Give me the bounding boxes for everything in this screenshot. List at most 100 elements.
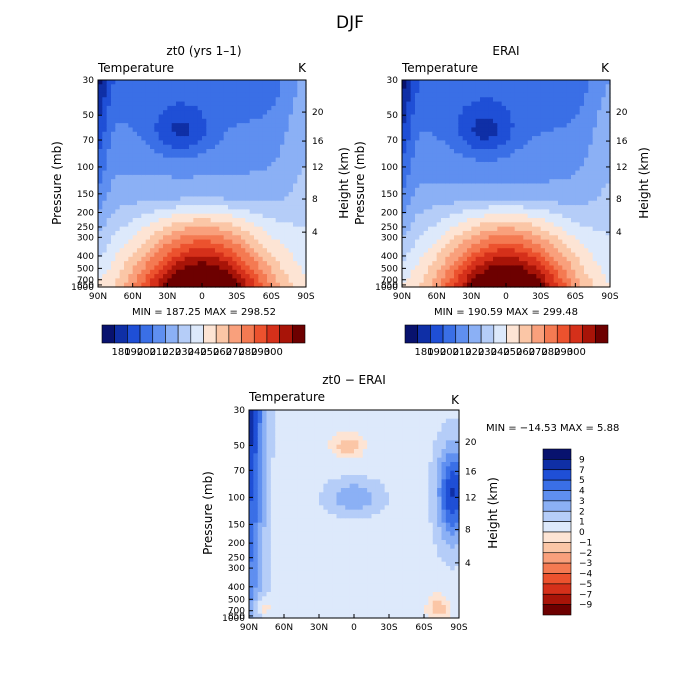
contour-cell — [484, 101, 490, 107]
contour-cell — [150, 101, 155, 107]
contour-cell — [532, 80, 537, 85]
contour-cell — [271, 213, 277, 219]
contour-cell — [514, 265, 520, 271]
contour-cell — [562, 140, 568, 146]
contour-cell — [536, 136, 542, 141]
contour-cell — [458, 118, 464, 124]
contour-cell — [254, 84, 259, 90]
contour-cell — [171, 144, 177, 150]
contour-cell — [402, 161, 407, 167]
contour-cell — [163, 265, 168, 271]
contour-cell — [102, 114, 108, 120]
contour-cell — [254, 127, 259, 133]
contour-cell — [471, 239, 477, 245]
contour-cell — [119, 136, 125, 141]
contour-cell — [575, 114, 581, 120]
contour-cell — [197, 243, 203, 249]
contour-cell — [193, 239, 199, 245]
contour-cell — [493, 183, 498, 189]
contour-cell — [488, 110, 494, 116]
contour-cell — [284, 131, 290, 137]
contour-cell — [154, 243, 160, 249]
contour-cell — [588, 80, 594, 85]
contour-cell — [102, 110, 108, 116]
contour-cell — [553, 222, 559, 228]
contour-cell — [493, 84, 498, 90]
contour-cell — [145, 97, 151, 103]
contour-cell — [597, 157, 602, 163]
contour-cell — [462, 256, 468, 262]
contour-cell — [124, 157, 129, 163]
contour-cell — [193, 123, 199, 129]
contour-cell — [454, 105, 459, 111]
contour-cell — [436, 170, 442, 176]
contour-cell — [493, 261, 498, 267]
contour-cell — [189, 226, 194, 232]
contour-cell — [171, 88, 177, 94]
contour-cell — [215, 282, 220, 288]
contour-cell — [197, 174, 203, 180]
contour-cell — [462, 161, 468, 167]
contour-cell — [488, 213, 494, 219]
contour-cell — [449, 248, 455, 254]
contour-cell — [432, 282, 438, 288]
contour-cell — [449, 166, 455, 172]
contour-cell — [510, 213, 516, 219]
contour-cell — [180, 252, 186, 258]
contour-cell — [510, 239, 516, 245]
y-tick-label: 850 — [381, 281, 398, 291]
contour-cell — [206, 88, 212, 94]
contour-cell — [267, 161, 272, 167]
contour-cell — [510, 235, 516, 241]
contour-cell — [257, 548, 263, 554]
contour-cell — [301, 140, 307, 146]
contour-cell — [215, 209, 220, 215]
contour-cell — [510, 118, 516, 124]
contour-cell — [249, 282, 255, 288]
contour-cell — [241, 239, 246, 245]
contour-cell — [167, 213, 173, 219]
contour-cell — [575, 265, 581, 271]
contour-cell — [432, 166, 438, 172]
contour-cell — [223, 278, 229, 284]
contour-cell — [527, 218, 533, 223]
contour-cell — [137, 110, 142, 116]
contour-cell — [579, 101, 585, 107]
contour-cell — [514, 144, 520, 150]
contour-cell — [137, 196, 142, 202]
contour-cell — [415, 123, 420, 129]
y-right-tick-label: 8 — [312, 195, 318, 205]
contour-cell — [441, 114, 446, 120]
contour-cell — [579, 226, 585, 232]
contour-cell — [566, 243, 572, 249]
contour-cell — [111, 243, 116, 249]
contour-cell — [428, 213, 433, 219]
contour-cell — [98, 97, 103, 103]
contour-cell — [253, 492, 259, 498]
contour-cell — [415, 114, 420, 120]
contour-cell — [514, 213, 520, 219]
contour-cell — [253, 410, 259, 415]
contour-cell — [519, 265, 524, 271]
contour-cell — [119, 226, 125, 232]
contour-cell — [145, 235, 151, 241]
contour-cell — [158, 252, 164, 258]
contour-cell — [197, 269, 203, 275]
contour-cell — [280, 131, 285, 137]
contour-cell — [449, 205, 455, 210]
contour-cell — [571, 118, 576, 124]
contour-cell — [566, 183, 572, 189]
contour-cell — [257, 492, 263, 498]
contour-cell — [523, 205, 529, 210]
colorbar-label: 220 — [162, 347, 181, 358]
contour-cell — [167, 161, 173, 167]
contour-cell — [253, 566, 259, 571]
contour-cell — [197, 144, 203, 150]
contour-cell — [475, 127, 481, 133]
contour-cell — [167, 239, 173, 245]
contour-cell — [471, 140, 477, 146]
contour-cell — [150, 187, 155, 193]
contour-cell — [488, 80, 494, 85]
contour-cell — [484, 92, 490, 98]
contour-cell — [258, 149, 264, 154]
